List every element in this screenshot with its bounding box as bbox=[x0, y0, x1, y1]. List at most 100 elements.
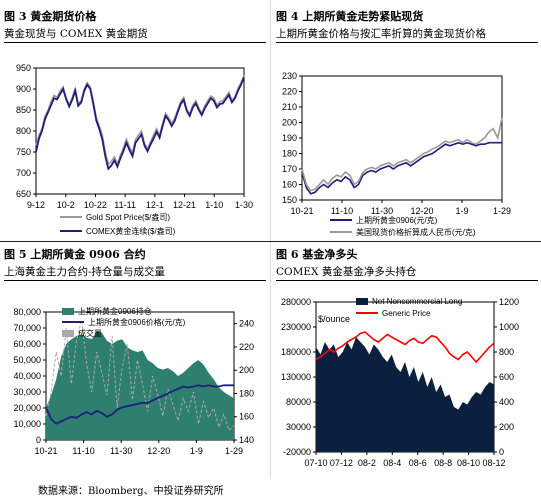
c1-y-tick-label: 750 bbox=[16, 147, 31, 157]
c3-y-tick-label: 10,000 bbox=[13, 419, 41, 429]
c3-legend-open-interest-swatch bbox=[62, 308, 74, 315]
figure-6-chart: -20000 30000 80000 130000 180000 230000 280000… bbox=[281, 297, 519, 468]
c3-y-tick-label: 80,000 bbox=[13, 307, 41, 317]
c4-legend-generic-price-label: Generic Price bbox=[382, 309, 431, 318]
c1-x-tick-label: 1-30 bbox=[235, 200, 253, 210]
figure-4-chart: 150 160 170 180 190 200 210 220 230 10-21 11-10 11-… bbox=[282, 71, 511, 237]
figure-4-panel: 图 4 上期所黄金走势紧贴现货 上期所黄金价格与按汇率折算的黄金现货价格 bbox=[276, 4, 538, 240]
figure-5-rule bbox=[4, 280, 266, 281]
figure-6-title: COMEX 黄金基金净多头持仓 bbox=[276, 266, 417, 278]
c3-y2-tick-label: 140 bbox=[239, 435, 254, 445]
c3-x-tick-label: 1-29 bbox=[225, 446, 243, 456]
c1-x-tick-label: 10-22 bbox=[84, 200, 107, 210]
c3-y-tick-label: 40,000 bbox=[13, 371, 41, 381]
c4-y2-tick-label: 0 bbox=[499, 447, 504, 457]
figure-6-label: 图 6 基金净多头 bbox=[276, 248, 358, 261]
c3-volume-line bbox=[45, 319, 235, 432]
figure-3-rule bbox=[4, 42, 266, 43]
c4-x-tick-label: 08-10 bbox=[457, 458, 480, 468]
c2-series-shfe-line bbox=[301, 141, 502, 195]
figure-3-chart: 650 700 750 800 850 900 950 9-12 10-2 10-22 11-11 1… bbox=[16, 63, 253, 236]
c1-y-tick-label: 700 bbox=[16, 168, 31, 178]
c1-x-tick-label: 1-10 bbox=[205, 200, 223, 210]
c2-legend-shfe-label: 上期所黄金0906(元/克) bbox=[356, 215, 438, 225]
c1-x-tick-label: 12-21 bbox=[173, 200, 196, 210]
c2-y-tick-label: 200 bbox=[282, 118, 297, 128]
c4-y-tick-label: 180000 bbox=[281, 347, 311, 357]
figure-5-label: 图 5 上期所黄金 0906 合约 bbox=[4, 248, 146, 261]
c3-legend-volume-label: 成交量 bbox=[78, 328, 102, 338]
c3-y2-tick-label: 200 bbox=[239, 365, 254, 375]
c2-y-tick-label: 220 bbox=[282, 87, 297, 97]
c4-y-tick-label: 130000 bbox=[281, 372, 311, 382]
figure-3-panel: 图 3 黄金期货价格 黄金现货与 COMEX 黄金期货 bbox=[4, 4, 266, 240]
horizontal-separator bbox=[0, 241, 541, 242]
figure-5-title: 上海黄金主力合约-持仓量与成交量 bbox=[4, 266, 166, 278]
figure-3-label: 图 3 黄金期货价格 bbox=[4, 10, 97, 23]
c4-y-tick-label: 30000 bbox=[286, 422, 311, 432]
c1-legend-comex-label: COMEX黄金连续($/盎司) bbox=[86, 226, 176, 236]
c2-y-tick-label: 210 bbox=[282, 102, 297, 112]
c1-x-tick-label: 9-12 bbox=[27, 200, 45, 210]
c3-y2-tick-label: 180 bbox=[239, 388, 254, 398]
c3-x-tick-label: 1-9 bbox=[190, 446, 203, 456]
c4-y-axis-label: $/ounce bbox=[318, 314, 350, 324]
c2-legend-us-spot-label: 美国现货价格折算成人民币(元/克) bbox=[356, 227, 476, 237]
source-note: 数据来源：Bloomberg、中投证券研究所 bbox=[38, 486, 224, 497]
c2-y-tick-label: 230 bbox=[282, 71, 297, 81]
c4-y2-tick-label: 600 bbox=[499, 372, 514, 382]
figure-3-title: 黄金现货与 COMEX 黄金期货 bbox=[4, 28, 148, 40]
c4-y-tick-label: 80000 bbox=[286, 397, 311, 407]
c2-x-tick-label: 1-9 bbox=[455, 206, 468, 216]
c2-x-tick-label: 10-21 bbox=[290, 206, 313, 216]
c4-x-tick-label: 08-8 bbox=[434, 458, 452, 468]
c1-x-tick-label: 11-11 bbox=[114, 200, 136, 210]
c4-y2-tick-label: 400 bbox=[499, 397, 514, 407]
c1-y-tick-label: 800 bbox=[16, 126, 31, 136]
c3-legend-volume-swatch bbox=[62, 330, 74, 337]
c4-legend-net-long-swatch bbox=[356, 298, 368, 305]
c3-y2-tick-label: 160 bbox=[239, 412, 254, 422]
c3-x-tick-label: 11-10 bbox=[72, 446, 94, 456]
c4-x-tick-label: 08-4 bbox=[383, 458, 401, 468]
c2-series-us-spot-line bbox=[301, 117, 503, 192]
c1-series-comex-line bbox=[35, 76, 245, 171]
c4-generic-price-line bbox=[315, 331, 495, 364]
vertical-separator bbox=[270, 0, 271, 478]
figure-4-rule bbox=[276, 42, 538, 43]
c2-y-tick-label: 190 bbox=[282, 133, 297, 143]
figure-4-title: 上期所黄金价格与按汇率折算的黄金现货价格 bbox=[276, 28, 486, 40]
c3-x-tick-label: 12-20 bbox=[147, 446, 170, 456]
c3-x-tick-label: 11-30 bbox=[110, 446, 132, 456]
figure-4-label: 图 4 上期所黄金走势紧贴现货 bbox=[276, 10, 424, 23]
c2-x-tick-label: 11-30 bbox=[371, 206, 393, 216]
c1-y-tick-label: 850 bbox=[16, 105, 31, 115]
c3-y2-tick-label: 220 bbox=[239, 342, 254, 352]
c4-x-tick-label: 07-10 bbox=[304, 458, 327, 468]
c1-plot-frame bbox=[35, 67, 245, 195]
c3-x-tick-label: 10-21 bbox=[34, 446, 57, 456]
figure-6-panel: 图 6 基金净多头 COMEX 黄金基金净多头持仓 bbox=[276, 244, 538, 476]
c2-x-tick-label: 12-20 bbox=[410, 206, 433, 216]
c1-legend-gold-spot-label: Gold Spot Price($/盎司) bbox=[86, 212, 170, 222]
figure-6-rule bbox=[276, 280, 538, 281]
c4-x-tick-label: 08-6 bbox=[409, 458, 427, 468]
c3-y-tick-label: 30,000 bbox=[13, 387, 41, 397]
c4-x-tick-label: 08-2 bbox=[358, 458, 376, 468]
c3-legend-price-label: 上期所黄金0906价格(元/克) bbox=[88, 317, 186, 327]
c4-y2-tick-label: 200 bbox=[499, 422, 514, 432]
c1-y-tick-label: 900 bbox=[16, 84, 31, 94]
c2-y-tick-label: 170 bbox=[282, 164, 297, 174]
c3-y-tick-label: 50,000 bbox=[13, 355, 41, 365]
c4-y2-tick-label: 1000 bbox=[499, 322, 519, 332]
c1-x-tick-label: 12-1 bbox=[146, 200, 164, 210]
c4-y-tick-label: 280000 bbox=[281, 297, 311, 307]
c2-x-tick-label: 1-29 bbox=[493, 206, 511, 216]
c4-x-tick-label: 08-12 bbox=[482, 458, 505, 468]
c3-y2-tick-label: 240 bbox=[239, 319, 254, 329]
figure-5-panel: 图 5 上期所黄金 0906 合约 上海黄金主力合约-持仓量与成交量 bbox=[4, 244, 266, 476]
c3-legend-open-interest-label: 上期所黄金0906持仓 bbox=[78, 306, 152, 316]
c3-y-tick-label: 70,000 bbox=[13, 323, 41, 333]
c4-legend-net-long-label: Net Noncommercial Long bbox=[372, 297, 462, 306]
c1-y-tick-label: 950 bbox=[16, 63, 31, 73]
